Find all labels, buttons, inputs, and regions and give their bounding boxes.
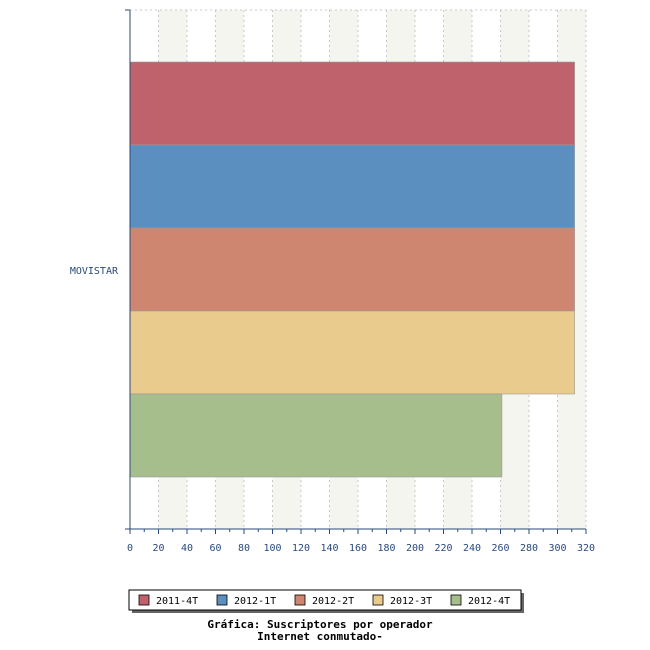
- x-tick-label: 140: [320, 543, 338, 554]
- x-tick-label: 80: [238, 543, 250, 554]
- x-tick-label: 20: [152, 543, 164, 554]
- legend-label: 2012-4T: [468, 596, 510, 607]
- x-tick-label: 300: [548, 543, 566, 554]
- axes: 0 20 40 60 80 100 120 140 160 180 200 220 240 260 280 3…: [70, 9, 595, 554]
- x-tick-label: 320: [577, 543, 595, 554]
- bar-2012-4T: [129, 393, 503, 478]
- x-tick-label: 160: [349, 543, 367, 554]
- legend: 2011-4T 2012-1T 2012-2T 2012-3T 2012-4T: [128, 589, 524, 613]
- legend-swatch: [450, 594, 462, 606]
- x-tick-label: 180: [377, 543, 395, 554]
- chart-title-line-2: Internet conmutado-: [257, 630, 383, 643]
- chart-title-line-1: Gráfica: Suscriptores por operador: [207, 618, 433, 631]
- bars: [129, 61, 575, 478]
- legend-swatch: [372, 594, 384, 606]
- legend-label: 2012-3T: [390, 596, 432, 607]
- x-tick-label: 60: [209, 543, 221, 554]
- category-label: MOVISTAR: [70, 266, 119, 277]
- x-tick-label: 240: [463, 543, 481, 554]
- legend-label: 2012-2T: [312, 596, 354, 607]
- x-tick-label: 40: [181, 543, 193, 554]
- x-tick-label: 200: [406, 543, 424, 554]
- x-tick-label: 260: [491, 543, 509, 554]
- bar-2012-2T: [129, 227, 575, 312]
- legend-swatch: [138, 594, 150, 606]
- x-tick-label: 280: [520, 543, 538, 554]
- legend-label: 2012-1T: [234, 596, 276, 607]
- legend-swatch: [216, 594, 228, 606]
- x-tick-label: 220: [434, 543, 452, 554]
- legend-swatch: [294, 594, 306, 606]
- x-tick-label: 120: [292, 543, 310, 554]
- chart-title: Gráfica: Suscriptores por operador Inter…: [207, 618, 433, 643]
- x-tick-label: 100: [263, 543, 281, 554]
- bar-2012-1T: [129, 144, 575, 229]
- legend-label: 2011-4T: [156, 596, 198, 607]
- bar-2011-4T: [129, 61, 575, 146]
- bar-2012-3T: [129, 310, 575, 395]
- x-tick-label: 0: [127, 543, 133, 554]
